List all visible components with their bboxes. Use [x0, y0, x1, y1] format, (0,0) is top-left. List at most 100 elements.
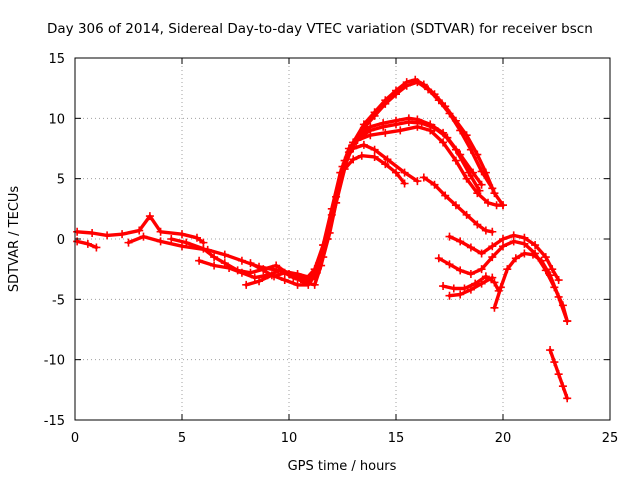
data-point [499, 201, 507, 210]
data-point [270, 272, 279, 281]
data-point [496, 283, 505, 292]
data-point [383, 155, 392, 164]
data-point [156, 237, 165, 246]
data-point [462, 210, 471, 219]
data-point [381, 99, 390, 108]
data-point [178, 230, 186, 239]
data-point [370, 111, 379, 120]
data-point [135, 226, 144, 235]
data-point [445, 232, 454, 241]
data-point [366, 126, 375, 135]
data-point [103, 231, 112, 240]
data-point [477, 265, 486, 274]
data-point [434, 254, 443, 263]
data-point [293, 280, 302, 289]
data-point [259, 266, 268, 275]
data-point [237, 268, 246, 277]
data-point [379, 122, 388, 131]
data-point [417, 119, 426, 128]
data-point [291, 272, 300, 281]
data-point [370, 152, 379, 161]
data-point [473, 220, 482, 229]
data-point [481, 272, 490, 281]
series-arc-10 [422, 175, 494, 234]
data-point [563, 394, 572, 403]
data-point [456, 150, 465, 159]
data-point [456, 126, 465, 135]
data-point [451, 201, 460, 210]
data-point [456, 290, 465, 299]
data-point [400, 179, 409, 188]
data-point [488, 184, 497, 193]
data-point [537, 256, 546, 265]
axis-ticks: 0 5 10 15 20 25 15 10 5 0 -5 -10 -15 [44, 52, 619, 446]
data-point [484, 198, 493, 207]
data-point [413, 177, 422, 186]
data-point [490, 189, 499, 198]
data-point [439, 282, 448, 291]
data-point [336, 168, 345, 177]
data-point [400, 168, 409, 177]
data-point [558, 382, 567, 391]
data-point [357, 151, 366, 160]
x-tick-label: 20 [495, 431, 512, 446]
y-tick-label: -10 [44, 354, 65, 369]
data-point [488, 253, 497, 262]
data-point [488, 273, 497, 282]
data-point [503, 265, 512, 274]
y-tick-label: 10 [48, 112, 65, 127]
data-point [475, 186, 484, 195]
data-point [404, 117, 413, 126]
data-point [88, 228, 97, 237]
data-point [396, 126, 405, 135]
data-point [419, 173, 428, 182]
data-point [531, 241, 540, 250]
data-point [509, 237, 518, 246]
data-point [443, 133, 452, 142]
data-point [520, 239, 529, 248]
data-point [73, 227, 82, 236]
data-point [246, 259, 255, 268]
data-point [359, 123, 368, 132]
data-point [430, 180, 439, 189]
data-point [255, 277, 264, 286]
data-point [124, 238, 133, 247]
data-point [541, 253, 550, 262]
data-point [466, 243, 475, 252]
data-point [456, 266, 465, 275]
data-point [280, 276, 289, 285]
data-point [83, 239, 92, 248]
data-point [178, 242, 186, 251]
data-point [210, 253, 219, 262]
data-point [392, 168, 400, 177]
data-point [381, 128, 390, 137]
data-point [456, 237, 465, 246]
data-point [392, 90, 400, 99]
series-arc-15 [492, 251, 569, 323]
data-point [199, 244, 208, 253]
data-point [280, 268, 289, 277]
data-point [430, 123, 439, 132]
x-tick-label: 5 [178, 431, 186, 446]
series-arc-9 [351, 80, 494, 190]
data-point [349, 138, 358, 147]
y-tick-label: 15 [48, 52, 65, 67]
y-tick-label: -5 [52, 293, 65, 308]
y-axis-label: SDTVAR / TECUs [7, 186, 22, 293]
data-point [310, 265, 319, 274]
series-arc-11 [447, 233, 561, 282]
data-point [466, 285, 475, 294]
series-arc-1 [75, 214, 206, 245]
data-point [554, 370, 563, 379]
x-tick-label: 15 [388, 431, 405, 446]
data-point [182, 238, 191, 247]
data-point [250, 273, 259, 282]
data-point [554, 276, 563, 285]
data-point [520, 249, 529, 258]
data-point [477, 249, 486, 258]
data-point [434, 96, 443, 105]
data-point [381, 160, 390, 169]
data-point [402, 81, 411, 90]
plot-series [73, 75, 572, 403]
